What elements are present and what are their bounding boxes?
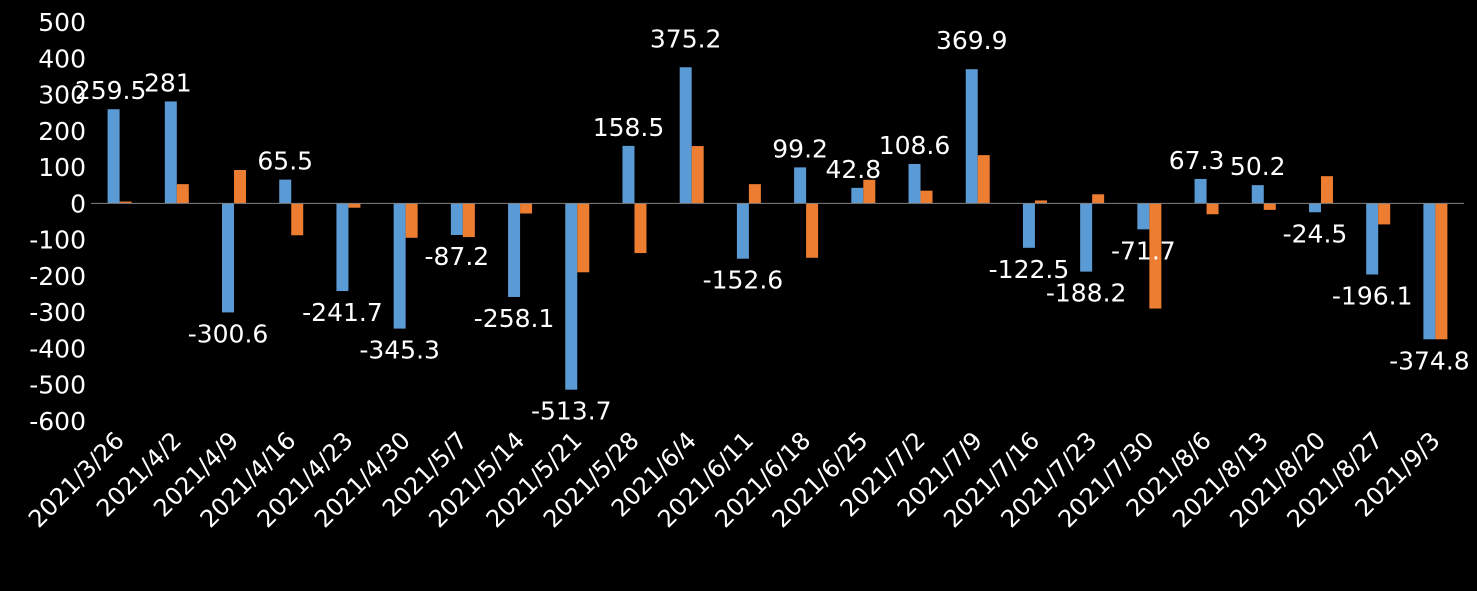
data-label: -513.7 xyxy=(531,397,612,426)
bar-series-1 xyxy=(965,69,978,204)
y-tick-label: 200 xyxy=(38,117,86,146)
data-label: -188.2 xyxy=(1046,279,1127,308)
data-label: 108.6 xyxy=(879,131,951,160)
y-tick-label: 100 xyxy=(38,153,86,182)
bar-series-2 xyxy=(863,179,876,204)
bar-series-2 xyxy=(1263,203,1276,210)
data-label: -241.7 xyxy=(302,298,383,327)
y-tick-label: 500 xyxy=(38,8,86,37)
bar-series-2 xyxy=(348,203,361,208)
data-label: -71.7 xyxy=(1111,236,1176,265)
bar-series-1 xyxy=(1137,203,1150,230)
bar-series-1 xyxy=(450,203,463,235)
y-axis-tick-labels: 500 400 300 200 100 0 -100 -200 -300 -400 -500 -600 xyxy=(29,8,86,436)
y-tick-label: 0 xyxy=(70,189,86,218)
bar-series-1 xyxy=(622,145,635,204)
bar-series-2 xyxy=(234,169,247,204)
data-label: 369.9 xyxy=(936,26,1008,55)
bar-series-1 xyxy=(736,203,749,259)
data-label: 99.2 xyxy=(772,134,828,163)
bar-series-1 xyxy=(107,109,120,204)
y-tick-label: -100 xyxy=(29,226,86,255)
data-label: -24.5 xyxy=(1283,219,1348,248)
bar-series-2 xyxy=(1034,200,1047,204)
bar-series-1 xyxy=(679,67,692,204)
y-tick-label: -500 xyxy=(29,371,86,400)
bar-series-1 xyxy=(908,163,921,204)
data-label: 67.3 xyxy=(1169,146,1225,175)
data-label: -258.1 xyxy=(474,304,555,333)
data-label: 259.5 xyxy=(75,76,147,105)
bar-series-1 xyxy=(164,101,177,204)
bar-series-1 xyxy=(222,203,235,313)
bar-series-1 xyxy=(1366,203,1379,275)
bar-series-2 xyxy=(405,203,418,238)
bar-series-2 xyxy=(920,190,933,204)
bar-series-2 xyxy=(1206,203,1219,215)
y-tick-label: -600 xyxy=(29,407,86,436)
data-label: 375.2 xyxy=(650,24,722,53)
bar-series-2 xyxy=(691,146,704,204)
x-axis-category-labels: 2021/3/262021/4/22021/4/92021/4/162021/4… xyxy=(23,426,1446,533)
data-label: 65.5 xyxy=(257,147,313,176)
data-label: 281 xyxy=(144,68,192,97)
bar-series-2 xyxy=(634,203,647,254)
bar-series-1 xyxy=(1251,185,1264,204)
bar-series-2 xyxy=(1149,203,1162,309)
y-tick-label: -300 xyxy=(29,298,86,327)
data-label: -196.1 xyxy=(1332,281,1413,310)
bar-series-2 xyxy=(520,203,533,214)
bar-series-1 xyxy=(1423,203,1436,340)
bar-series-2 xyxy=(1435,203,1448,340)
bar-series-1 xyxy=(851,187,864,204)
data-label: 158.5 xyxy=(593,113,665,142)
bar-series-1 xyxy=(1080,203,1093,272)
data-label: 50.2 xyxy=(1230,152,1286,181)
bar-series-2 xyxy=(806,203,819,258)
bar-marks xyxy=(107,67,1448,390)
y-tick-label: -200 xyxy=(29,262,86,291)
bar-series-2 xyxy=(462,203,475,238)
bar-series-2 xyxy=(1092,194,1105,204)
bar-series-2 xyxy=(1378,203,1391,225)
bar-series-2 xyxy=(748,184,761,204)
data-label: -152.6 xyxy=(703,266,784,295)
y-tick-label: 400 xyxy=(38,44,86,73)
bar-series-2 xyxy=(119,201,132,204)
data-label: -345.3 xyxy=(359,336,440,365)
bar-series-1 xyxy=(393,203,406,329)
bar-series-2 xyxy=(176,184,189,204)
data-label: -300.6 xyxy=(188,319,269,348)
y-tick-label: 300 xyxy=(38,81,86,110)
y-tick-label: -400 xyxy=(29,334,86,363)
bar-series-1 xyxy=(1022,203,1035,248)
bar-series-1 xyxy=(508,203,521,297)
bar-series-2 xyxy=(291,203,304,236)
data-label: -122.5 xyxy=(989,255,1070,284)
bar-series-2 xyxy=(977,155,990,204)
bar-series-1 xyxy=(794,167,807,204)
bar-series-1 xyxy=(1194,178,1207,204)
bar-series-2 xyxy=(1320,176,1333,204)
data-label: 42.8 xyxy=(825,155,881,184)
bar-series-1 xyxy=(1308,203,1321,213)
bar-series-1 xyxy=(336,203,349,292)
bar-series-2 xyxy=(577,203,590,273)
bar-series-1 xyxy=(279,179,292,204)
data-label: -87.2 xyxy=(425,242,490,271)
bar-series-1 xyxy=(565,203,578,390)
data-label: -374.8 xyxy=(1389,346,1470,375)
